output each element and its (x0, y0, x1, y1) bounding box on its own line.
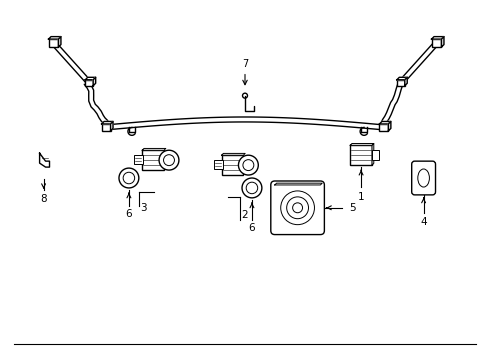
Polygon shape (221, 153, 245, 155)
Polygon shape (142, 148, 166, 150)
Polygon shape (379, 121, 391, 124)
Bar (432, 39, 441, 47)
Circle shape (287, 197, 309, 219)
Circle shape (281, 191, 315, 225)
Polygon shape (441, 37, 444, 47)
Text: 6: 6 (125, 209, 132, 219)
Polygon shape (432, 37, 444, 39)
Circle shape (119, 168, 139, 188)
Polygon shape (58, 37, 61, 47)
Ellipse shape (418, 169, 429, 187)
Circle shape (246, 182, 258, 194)
Polygon shape (389, 121, 391, 131)
Text: 7: 7 (242, 59, 248, 85)
Bar (214, 160, 222, 169)
Bar (49, 39, 58, 47)
Bar (379, 124, 389, 131)
Text: 1: 1 (358, 192, 365, 202)
Polygon shape (85, 77, 96, 80)
Bar (142, 150, 164, 170)
Polygon shape (405, 77, 407, 86)
Circle shape (243, 159, 254, 171)
Text: 8: 8 (40, 194, 47, 204)
Polygon shape (397, 77, 407, 80)
FancyBboxPatch shape (271, 181, 324, 235)
Bar (397, 80, 405, 86)
Polygon shape (101, 121, 113, 124)
Text: 5: 5 (349, 203, 355, 213)
Polygon shape (49, 37, 61, 39)
Bar (85, 80, 93, 86)
Text: 4: 4 (420, 217, 427, 227)
Bar (134, 155, 143, 164)
Polygon shape (372, 144, 374, 165)
Bar (101, 124, 111, 131)
Bar (221, 155, 244, 175)
Text: 6: 6 (248, 222, 255, 233)
Polygon shape (275, 183, 322, 185)
Polygon shape (93, 77, 96, 86)
Circle shape (159, 150, 179, 170)
Circle shape (164, 155, 174, 166)
Circle shape (123, 172, 135, 184)
Polygon shape (350, 144, 374, 145)
Polygon shape (111, 121, 113, 131)
Circle shape (243, 93, 247, 98)
Circle shape (293, 203, 302, 213)
Bar (350, 145, 372, 165)
Circle shape (239, 155, 258, 175)
Circle shape (242, 178, 262, 198)
Polygon shape (40, 153, 49, 167)
Bar (372, 150, 379, 160)
Text: 3: 3 (141, 203, 147, 213)
FancyBboxPatch shape (412, 161, 436, 195)
Text: 2: 2 (242, 210, 248, 220)
